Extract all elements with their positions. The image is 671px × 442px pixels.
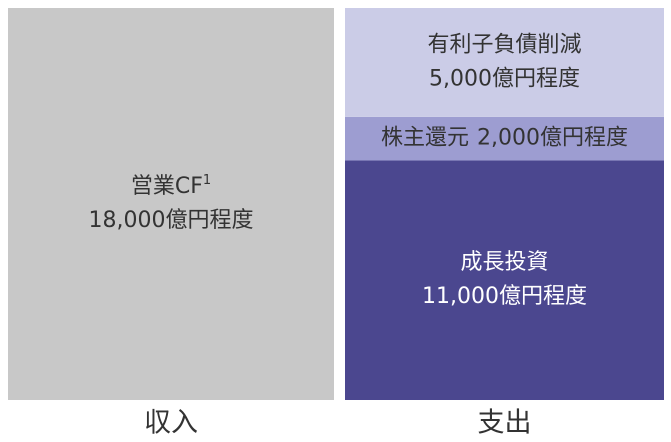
segment-name: 成長投資 [460,250,548,275]
segment-label: 成長投資 [460,250,548,275]
bar-segment [8,8,334,400]
segment-value: 18,000億円程度 [89,208,254,233]
bar-segment [345,8,664,117]
segment-label: 有利子負債削減 [427,32,581,57]
segment-label: 営業CF1 [131,173,211,200]
segment-name: 営業CF [131,174,203,199]
segment-value: 5,000億円程度 [429,66,580,91]
bar-segment [345,160,664,400]
x-tick-label: 支出 [478,408,532,439]
segment-value: 11,000億円程度 [422,284,587,309]
bar-segment [345,116,664,161]
x-tick-label: 収入 [144,408,198,439]
segment-label: 株主還元 2,000億円程度 [381,126,628,151]
segment-name: 株主還元 [381,126,469,151]
segment-name: 有利子負債削減 [427,32,581,57]
segment-value: 2,000億円程度 [477,126,628,151]
footnote-mark: 1 [203,173,211,188]
